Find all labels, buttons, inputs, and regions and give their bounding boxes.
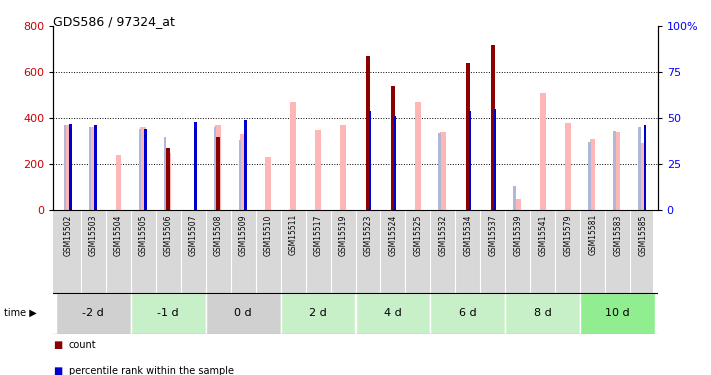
Text: GSM15585: GSM15585 bbox=[638, 214, 647, 255]
Text: GSM15539: GSM15539 bbox=[513, 214, 523, 256]
Text: GSM15579: GSM15579 bbox=[563, 214, 572, 256]
Text: 0 d: 0 d bbox=[235, 308, 252, 318]
Text: GSM15525: GSM15525 bbox=[413, 214, 422, 255]
Text: GSM15519: GSM15519 bbox=[338, 214, 348, 255]
Bar bbox=[366, 56, 370, 210]
Bar bbox=[90, 128, 96, 210]
Bar bbox=[565, 123, 570, 210]
Bar bbox=[164, 136, 166, 210]
Text: GSM15532: GSM15532 bbox=[439, 214, 447, 255]
Text: GSM15534: GSM15534 bbox=[464, 214, 472, 256]
Text: percentile rank within the sample: percentile rank within the sample bbox=[69, 366, 234, 375]
Bar bbox=[643, 126, 646, 210]
Bar bbox=[440, 132, 446, 210]
Text: 10 d: 10 d bbox=[605, 308, 630, 318]
Bar bbox=[356, 292, 430, 334]
Text: 4 d: 4 d bbox=[384, 308, 402, 318]
Bar bbox=[144, 129, 146, 210]
Text: GSM15509: GSM15509 bbox=[239, 214, 247, 256]
Bar bbox=[369, 111, 371, 210]
Text: GSM15523: GSM15523 bbox=[363, 214, 373, 255]
Bar bbox=[640, 143, 646, 210]
Bar bbox=[56, 292, 131, 334]
Text: GSM15507: GSM15507 bbox=[188, 214, 198, 256]
Bar bbox=[540, 93, 545, 210]
Text: GSM15506: GSM15506 bbox=[164, 214, 173, 256]
Bar bbox=[166, 153, 171, 210]
Text: GSM15510: GSM15510 bbox=[264, 214, 272, 255]
Text: 6 d: 6 d bbox=[459, 308, 476, 318]
Text: GSM15541: GSM15541 bbox=[538, 214, 547, 255]
Bar bbox=[141, 128, 146, 210]
Bar bbox=[415, 102, 421, 210]
Bar bbox=[244, 120, 247, 210]
Text: GSM15581: GSM15581 bbox=[588, 214, 597, 255]
Bar bbox=[290, 102, 296, 210]
Bar bbox=[515, 198, 520, 210]
Bar bbox=[638, 128, 641, 210]
Bar bbox=[494, 109, 496, 210]
Bar bbox=[613, 131, 616, 210]
Bar bbox=[215, 125, 221, 210]
Text: GDS586 / 97324_at: GDS586 / 97324_at bbox=[53, 15, 175, 28]
Text: -2 d: -2 d bbox=[82, 308, 104, 318]
Bar bbox=[89, 128, 91, 210]
Bar bbox=[341, 125, 346, 210]
Bar bbox=[590, 139, 596, 210]
Text: GSM15503: GSM15503 bbox=[89, 214, 98, 256]
Text: GSM15504: GSM15504 bbox=[114, 214, 123, 256]
Bar bbox=[239, 140, 241, 210]
Bar bbox=[430, 292, 506, 334]
Text: GSM15517: GSM15517 bbox=[314, 214, 323, 255]
Bar bbox=[394, 116, 397, 210]
Bar bbox=[95, 126, 97, 210]
Text: GSM15502: GSM15502 bbox=[64, 214, 73, 255]
Bar bbox=[213, 128, 216, 210]
Text: GSM15583: GSM15583 bbox=[613, 214, 622, 255]
Text: GSM15524: GSM15524 bbox=[388, 214, 397, 255]
Text: GSM15511: GSM15511 bbox=[289, 214, 298, 255]
Bar bbox=[265, 157, 271, 210]
Bar bbox=[469, 111, 471, 210]
Bar bbox=[466, 63, 470, 210]
Bar bbox=[491, 45, 495, 210]
Bar bbox=[194, 122, 197, 210]
Bar bbox=[131, 292, 205, 334]
Bar bbox=[69, 124, 72, 210]
Bar bbox=[513, 186, 515, 210]
Bar bbox=[315, 130, 321, 210]
Bar bbox=[391, 86, 395, 210]
Text: count: count bbox=[69, 340, 97, 350]
Bar bbox=[615, 132, 621, 210]
Text: 2 d: 2 d bbox=[309, 308, 327, 318]
Bar bbox=[166, 148, 170, 210]
Bar bbox=[281, 292, 356, 334]
Bar bbox=[439, 133, 441, 210]
Text: ■: ■ bbox=[53, 366, 63, 375]
Text: GSM15505: GSM15505 bbox=[139, 214, 148, 256]
Bar bbox=[588, 142, 591, 210]
Text: GSM15537: GSM15537 bbox=[488, 214, 498, 256]
Bar bbox=[64, 126, 66, 210]
Text: GSM15508: GSM15508 bbox=[213, 214, 223, 255]
Bar bbox=[580, 292, 655, 334]
Text: -1 d: -1 d bbox=[157, 308, 179, 318]
Bar bbox=[205, 292, 281, 334]
Bar bbox=[216, 136, 220, 210]
Text: time ▶: time ▶ bbox=[4, 308, 36, 318]
Bar bbox=[240, 134, 246, 210]
Text: ■: ■ bbox=[53, 340, 63, 350]
Bar bbox=[139, 129, 141, 210]
Bar bbox=[506, 292, 580, 334]
Bar bbox=[65, 125, 71, 210]
Bar bbox=[115, 155, 121, 210]
Text: 8 d: 8 d bbox=[534, 308, 552, 318]
